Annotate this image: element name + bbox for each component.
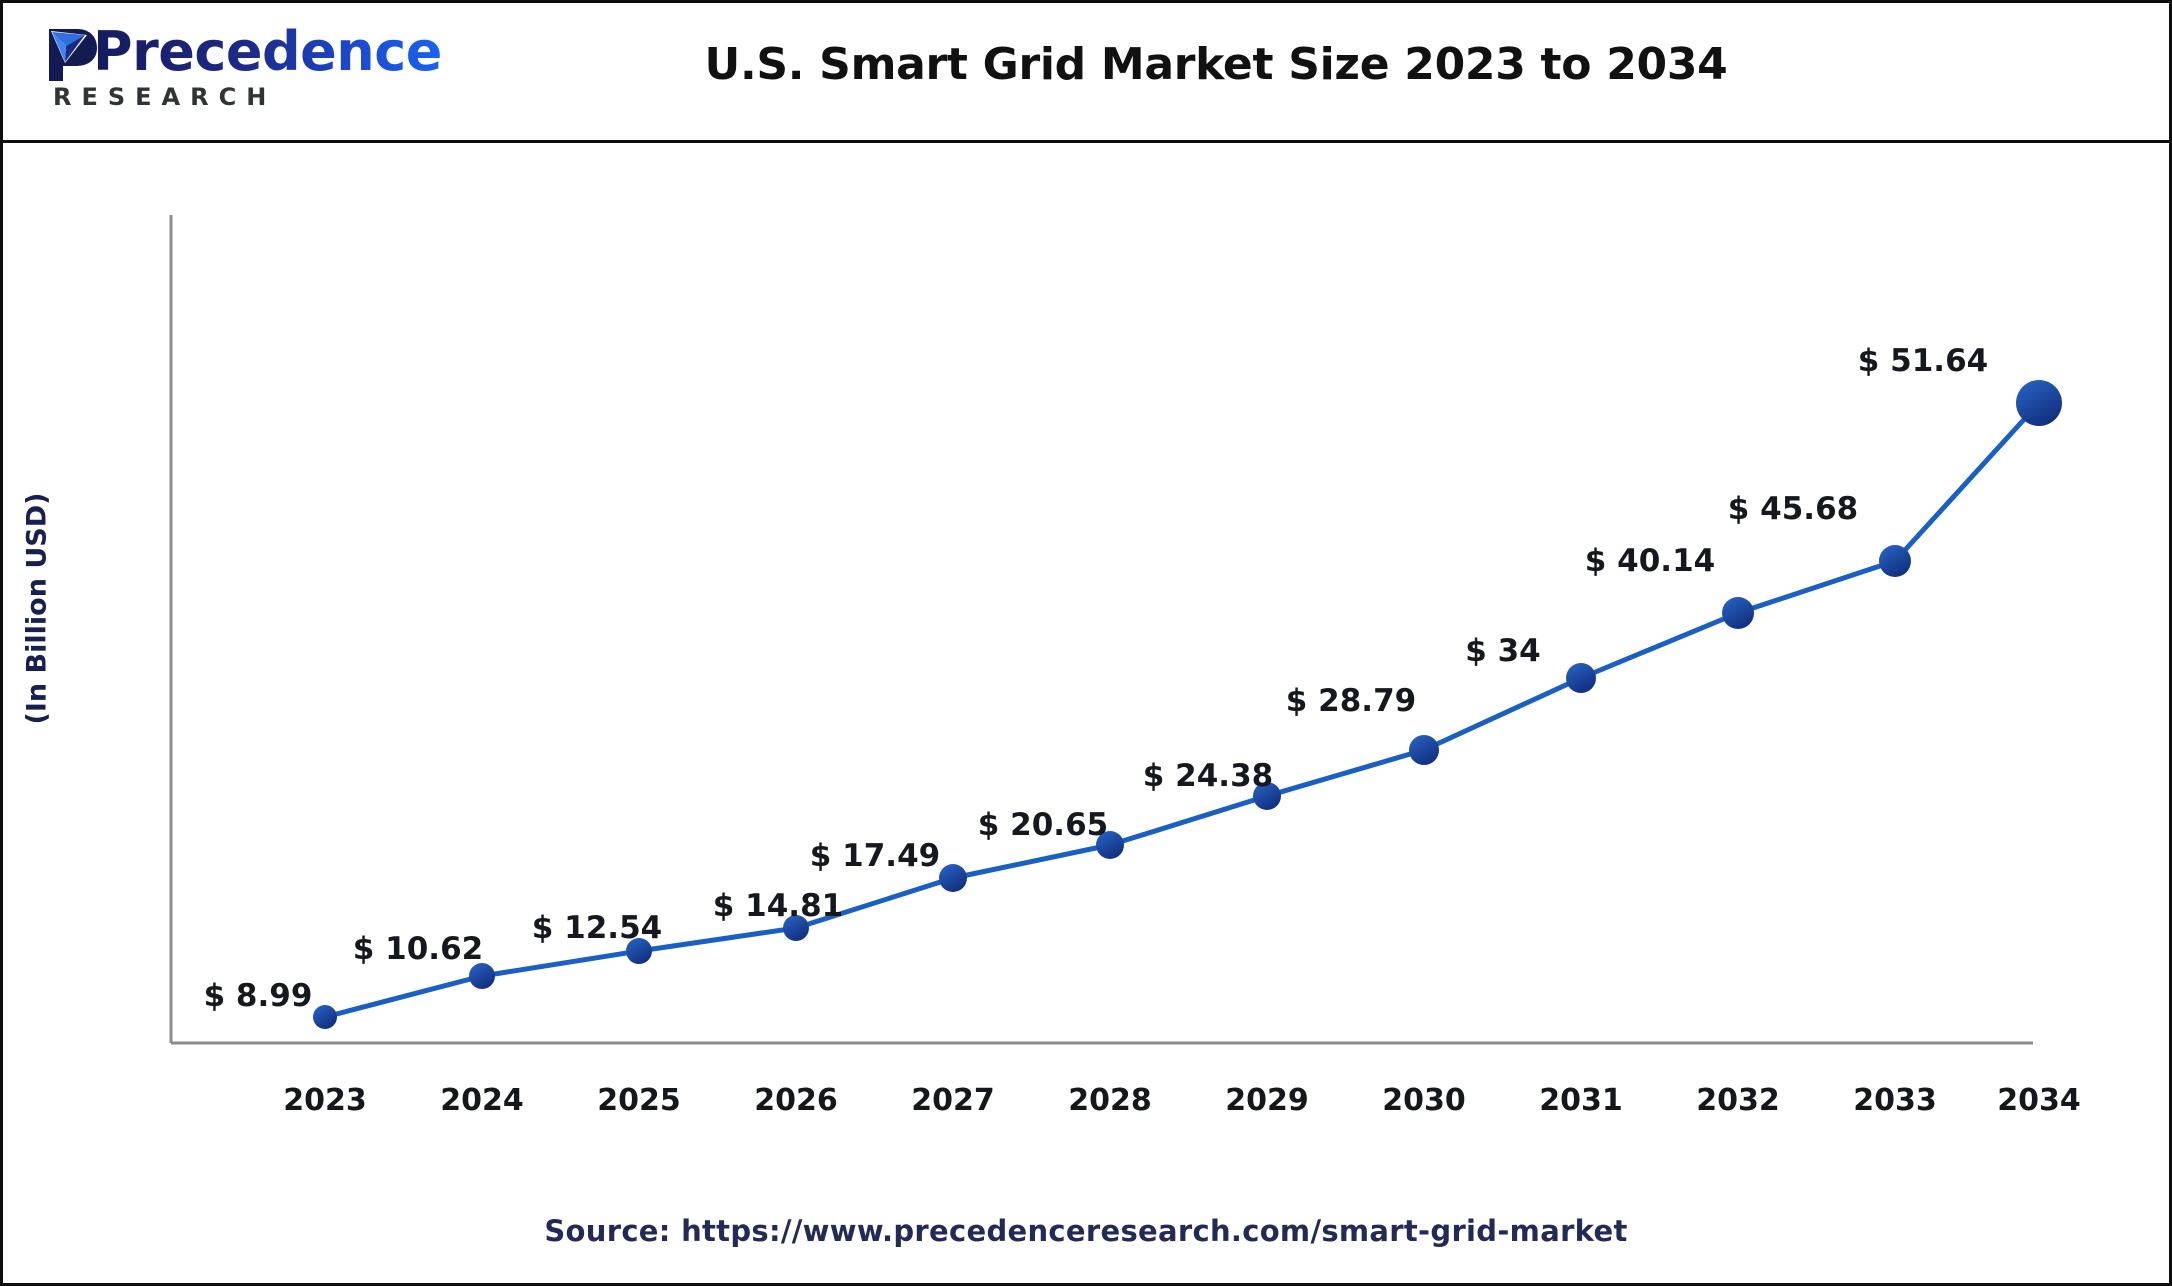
precedence-arrow-logo-icon xyxy=(49,29,97,81)
x-tick-2034: 2034 xyxy=(1997,1083,2081,1118)
brand-subtitle: RESEARCH xyxy=(53,83,277,111)
x-tick-2023: 2023 xyxy=(283,1083,367,1118)
value-label-2025: $ 12.54 xyxy=(531,910,663,946)
value-label-2032: $ 40.14 xyxy=(1584,543,1716,579)
value-label-2033: $ 45.68 xyxy=(1727,491,1859,527)
data-point-2028 xyxy=(1096,831,1124,859)
data-point-2034 xyxy=(2016,380,2062,426)
data-point-2027 xyxy=(939,864,967,892)
brand-wordmark: Precedence xyxy=(93,20,442,83)
x-tick-2028: 2028 xyxy=(1068,1083,1152,1118)
value-label-2030: $ 28.79 xyxy=(1285,683,1417,719)
data-point-2026 xyxy=(783,915,809,941)
value-label-2023: $ 8.99 xyxy=(203,978,313,1014)
data-point-2030 xyxy=(1409,735,1439,765)
value-label-2029: $ 24.38 xyxy=(1142,758,1274,794)
chart-plot-area: (In Billion USD) xyxy=(3,143,2169,1283)
line-chart-svg xyxy=(169,215,2062,1045)
x-tick-2027: 2027 xyxy=(911,1083,995,1118)
data-point-2023 xyxy=(313,1005,337,1029)
x-tick-2033: 2033 xyxy=(1853,1083,1937,1118)
series-markers xyxy=(313,380,2062,1029)
source-url-text: Source: https://www.precedenceresearch.c… xyxy=(544,1214,1628,1248)
data-point-2033 xyxy=(1879,545,1911,577)
brand-logo: Precedence RESEARCH xyxy=(41,17,442,127)
page-title: U.S. Smart Grid Market Size 2023 to 2034 xyxy=(704,39,1728,90)
value-label-2027: $ 17.49 xyxy=(809,838,941,874)
x-tick-2030: 2030 xyxy=(1382,1083,1466,1118)
x-tick-2025: 2025 xyxy=(597,1083,681,1118)
x-tick-2024: 2024 xyxy=(440,1083,524,1118)
data-point-2032 xyxy=(1722,597,1754,629)
value-label-2031: $ 34 xyxy=(1465,633,1541,669)
x-tick-2031: 2031 xyxy=(1539,1083,1623,1118)
data-point-2029 xyxy=(1253,782,1281,810)
x-tick-2026: 2026 xyxy=(754,1083,838,1118)
data-point-2024 xyxy=(469,963,495,989)
value-label-2024: $ 10.62 xyxy=(352,931,484,967)
x-tick-2029: 2029 xyxy=(1225,1083,1309,1118)
data-point-2031 xyxy=(1566,663,1596,693)
x-tick-2032: 2032 xyxy=(1696,1083,1780,1118)
series-line-us-smart-grid xyxy=(322,400,2042,1020)
value-label-2026: $ 14.81 xyxy=(712,888,844,924)
page-header: Precedence RESEARCH U.S. Smart Grid Mark… xyxy=(3,3,2169,143)
data-point-2025 xyxy=(626,938,652,964)
value-label-2028: $ 20.65 xyxy=(977,807,1109,843)
value-label-2034: $ 51.64 xyxy=(1857,343,1989,379)
